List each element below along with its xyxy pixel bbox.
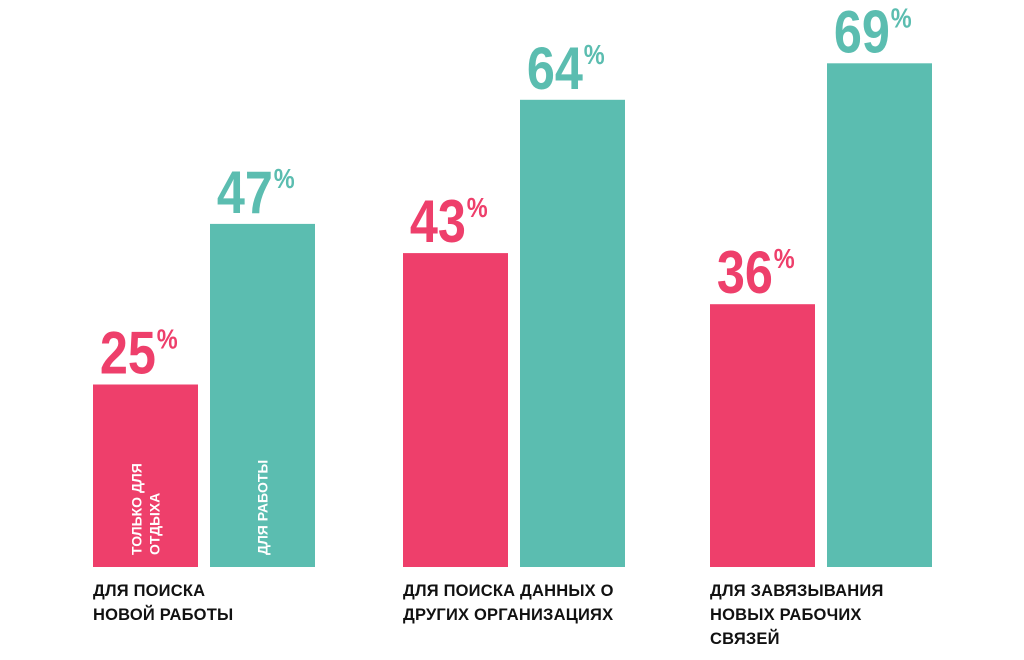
value-unit: % <box>584 40 605 70</box>
category-label-line: ДЛЯ ПОИСКА <box>93 582 206 600</box>
bars-layer <box>93 63 932 568</box>
value-number: 64 <box>527 35 583 102</box>
value-unit: % <box>774 244 795 274</box>
legend-label-work: ДЛЯ РАБОТЫ <box>255 460 271 555</box>
legend-label-leisure: ОТДЫХА <box>147 493 163 555</box>
value-label: 47% <box>217 159 295 226</box>
value-label: 25% <box>100 319 178 386</box>
value-number: 43 <box>410 188 466 255</box>
category-label-line: ДЛЯ ПОИСКА ДАННЫХ О <box>403 582 614 600</box>
category-label-line: НОВЫХ РАБОЧИХ <box>710 606 862 624</box>
bar-work-group-1 <box>210 223 315 567</box>
category-label-3: ДЛЯ ЗАВЯЗЫВАНИЯ НОВЫХ РАБОЧИХ СВЯЗЕЙ <box>710 579 884 651</box>
value-unit: % <box>274 164 295 194</box>
bar-leisure-group-1 <box>93 384 198 567</box>
value-number: 47 <box>217 159 273 226</box>
value-label: 43% <box>410 188 488 255</box>
value-number: 25 <box>100 319 156 386</box>
value-label: 69% <box>834 0 912 65</box>
value-label: 64% <box>527 35 605 102</box>
category-label-1: ДЛЯ ПОИСКА НОВОЙ РАБОТЫ <box>93 579 233 627</box>
category-label-2: ДЛЯ ПОИСКА ДАННЫХ О ДРУГИХ ОРГАНИЗАЦИЯХ <box>403 579 614 627</box>
category-label-line: СВЯЗЕЙ <box>710 630 780 648</box>
value-number: 69 <box>834 0 890 65</box>
bar-leisure-group-3 <box>710 304 815 567</box>
bar-work-group-3 <box>827 63 932 568</box>
value-unit: % <box>467 193 488 223</box>
category-label-line: НОВОЙ РАБОТЫ <box>93 606 234 624</box>
value-labels-layer: 25%47%43%64%36%69% <box>100 0 912 386</box>
category-label-line: ДЛЯ ЗАВЯЗЫВАНИЯ <box>710 582 884 600</box>
legend-label-leisure: ТОЛЬКО ДЛЯ <box>129 463 145 555</box>
category-label-line: ДРУГИХ ОРГАНИЗАЦИЯХ <box>403 606 614 624</box>
value-unit: % <box>891 3 912 33</box>
value-number: 36 <box>717 239 773 306</box>
value-label: 36% <box>717 239 795 306</box>
bar-leisure-group-2 <box>403 253 508 567</box>
value-unit: % <box>157 325 178 355</box>
in-bar-legend-layer: ТОЛЬКО ДЛЯ ОТДЫХА ДЛЯ РАБОТЫ <box>129 460 271 555</box>
bar-work-group-2 <box>520 99 625 568</box>
